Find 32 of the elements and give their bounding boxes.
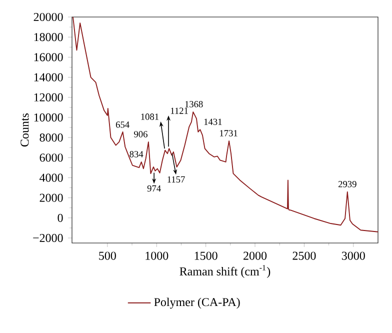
y-tick-label: −2000 bbox=[33, 234, 63, 242]
y-tick-label: 12000 bbox=[34, 93, 63, 102]
annotation: 906 bbox=[134, 131, 148, 138]
y-tick-label: 10000 bbox=[34, 113, 63, 122]
y-tick-label: 20000 bbox=[34, 12, 63, 22]
y-tick-label: 14000 bbox=[34, 73, 63, 82]
annotation: 1121 bbox=[170, 108, 188, 114]
y-tick-label: 6000 bbox=[40, 154, 63, 162]
annotation: 1368 bbox=[185, 101, 203, 108]
x-tick-label: 2500 bbox=[292, 252, 316, 260]
annotation: 974 bbox=[147, 185, 161, 192]
y-tick-label: 2000 bbox=[40, 194, 63, 202]
annotation: 834 bbox=[130, 151, 144, 158]
x-tick-label: 2000 bbox=[244, 252, 267, 260]
y-tick-label: 16000 bbox=[34, 53, 63, 62]
annotation: 1081 bbox=[141, 114, 158, 120]
x-tick-label: 500 bbox=[99, 252, 116, 260]
x-tick-label: 1000 bbox=[146, 252, 168, 260]
x-tick-label: 3000 bbox=[342, 252, 365, 260]
y-axis-title: Counts bbox=[20, 113, 29, 147]
y-tick-label: 0 bbox=[58, 214, 63, 222]
annotation: 654 bbox=[116, 122, 130, 128]
annotation: 1157 bbox=[168, 176, 185, 183]
annotation: 2939 bbox=[338, 181, 356, 188]
y-tick-label: 4000 bbox=[40, 174, 63, 182]
y-tick-label: 18000 bbox=[34, 33, 63, 42]
legend-label: Polymer (CA-PA) bbox=[154, 298, 240, 309]
annotation: 1731 bbox=[220, 130, 238, 136]
x-tick-label: 1500 bbox=[194, 252, 218, 260]
y-tick-label: 8000 bbox=[40, 133, 63, 142]
annotation: 1431 bbox=[204, 118, 222, 125]
x-axis-title: Raman shift (cm$^{-1}$) bbox=[180, 264, 270, 278]
